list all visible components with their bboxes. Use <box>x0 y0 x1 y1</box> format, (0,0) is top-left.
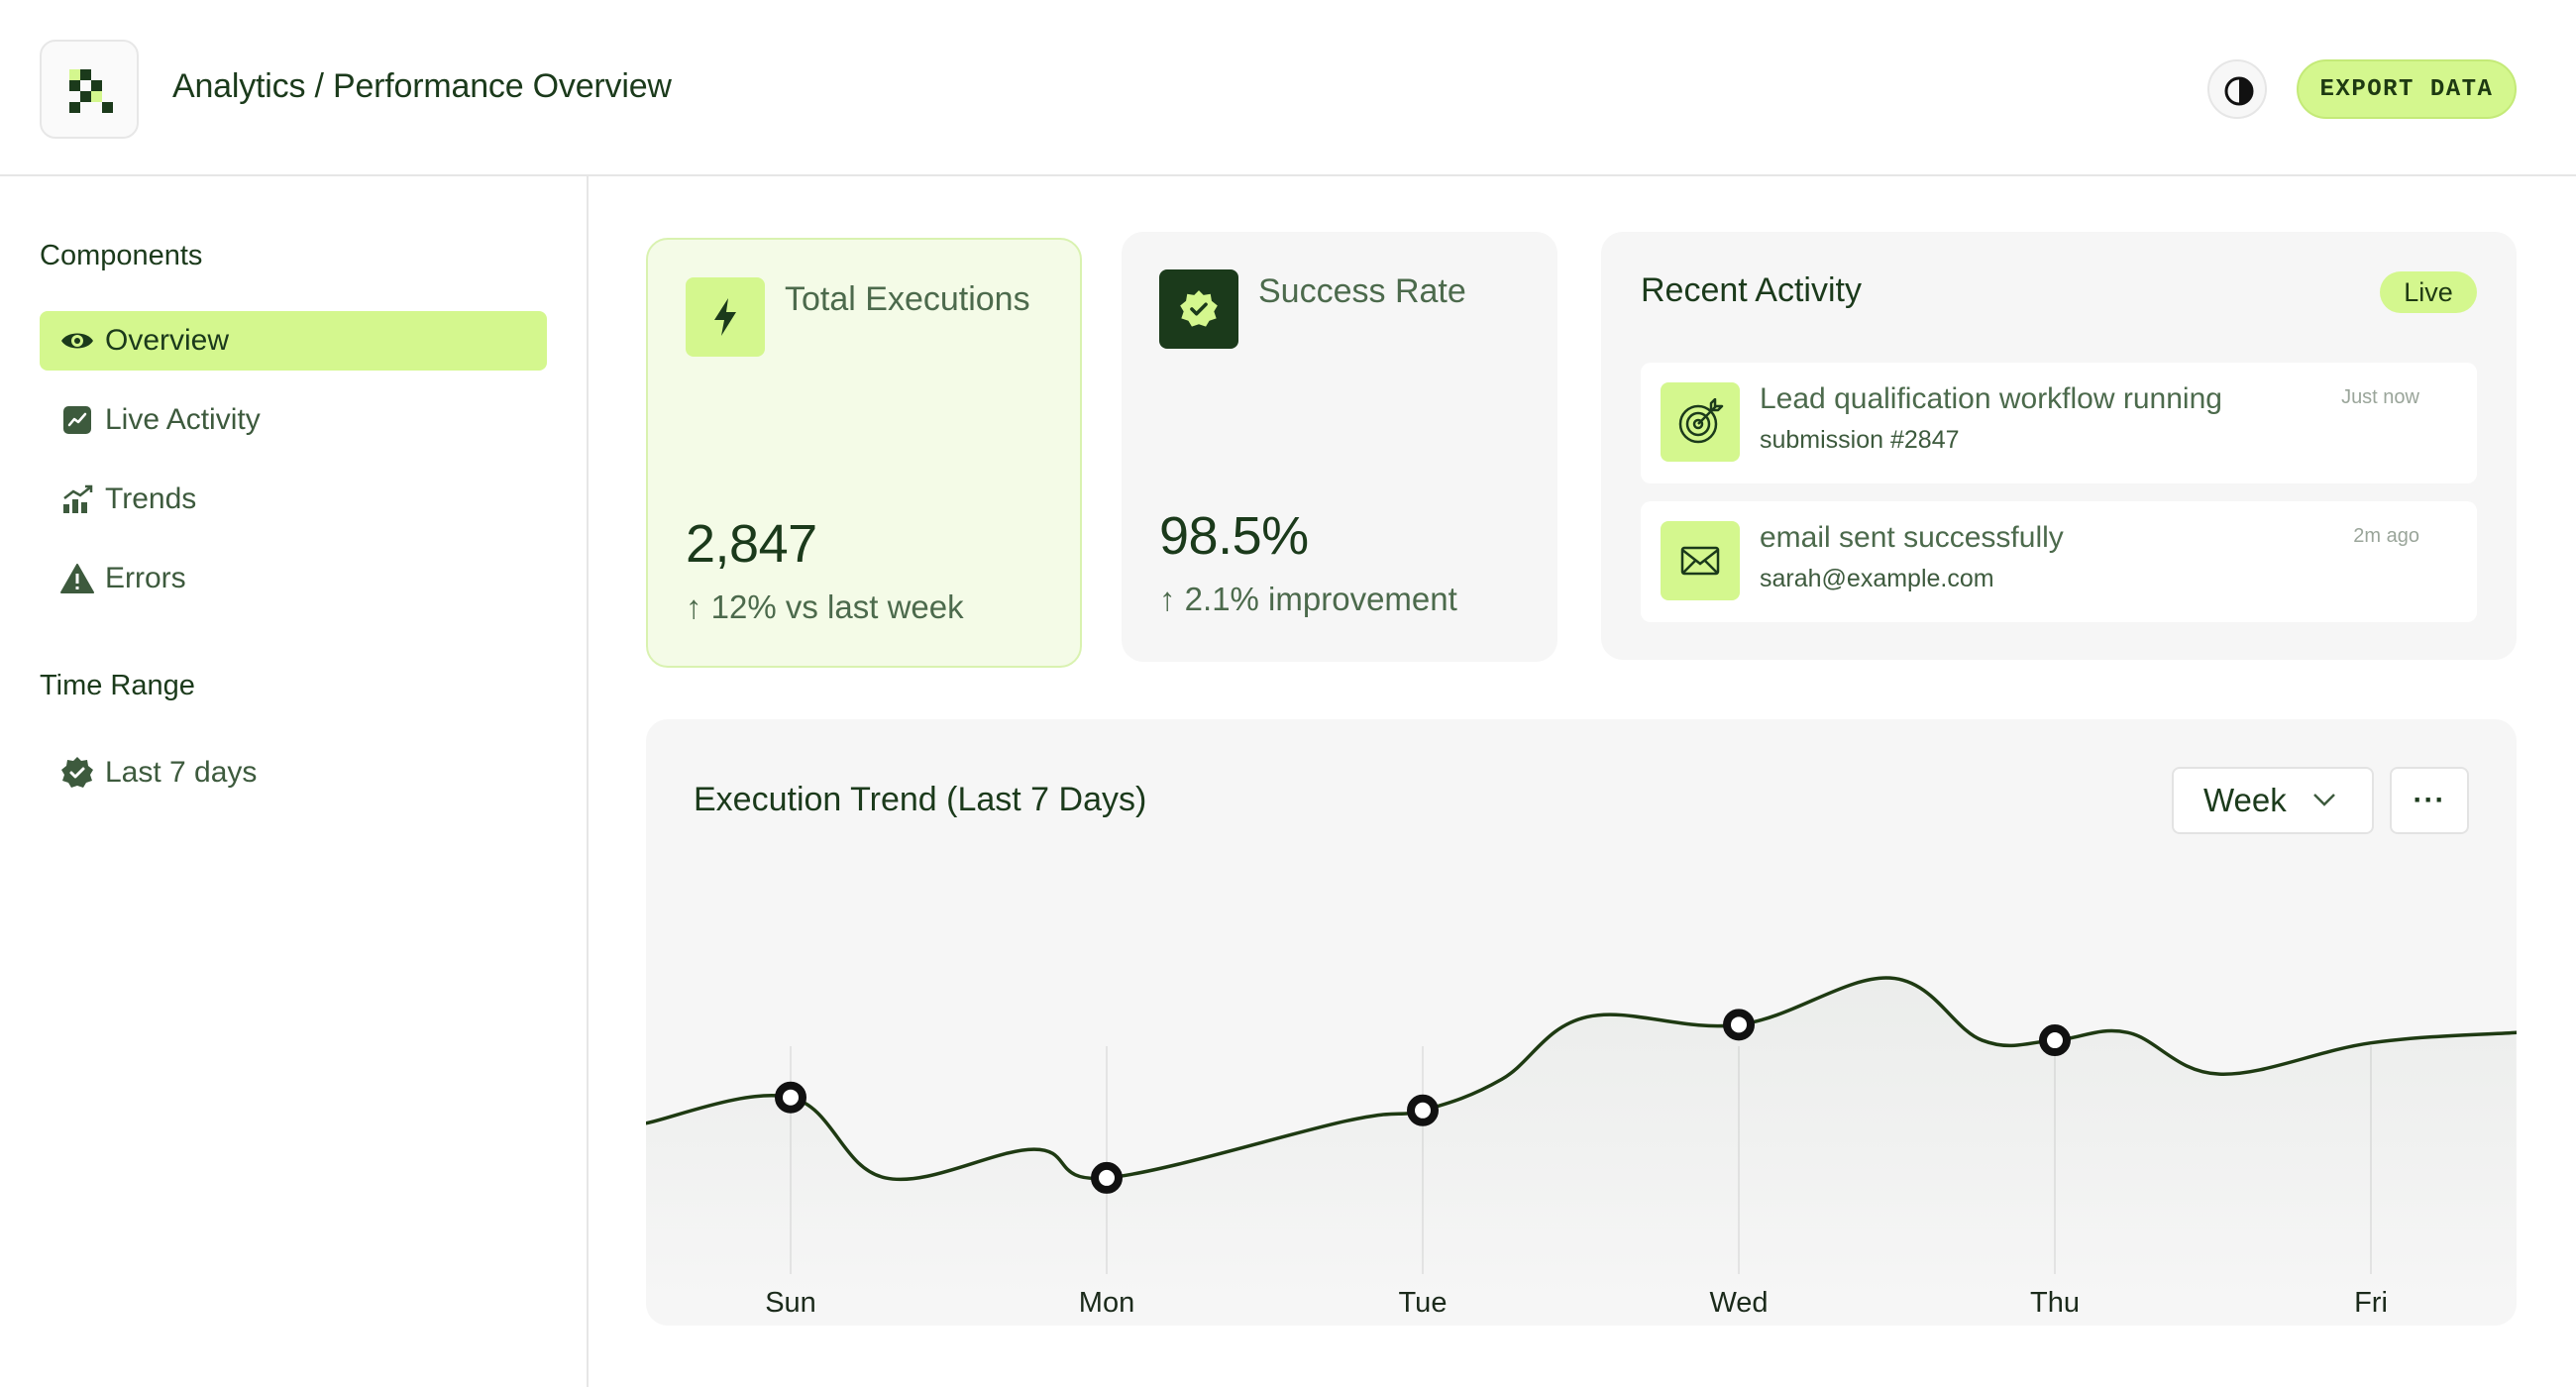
activity-sub-text: sarah@example.com <box>1760 565 1994 592</box>
verified-badge-icon <box>1159 269 1238 349</box>
activity-title: Recent Activity <box>1641 271 1862 309</box>
sidebar-item-overview[interactable]: Overview <box>40 311 547 371</box>
activity-item[interactable]: email sent successfully sarah@example.co… <box>1641 501 2477 622</box>
x-tick-label: Mon <box>1079 1287 1134 1319</box>
components-heading: Components <box>40 240 203 271</box>
more-options-button[interactable]: ··· <box>2390 767 2469 834</box>
sidebar-item-label: Errors <box>105 562 186 594</box>
kpi-label: Success Rate <box>1258 272 1466 310</box>
sidebar-item-label: Trends <box>105 482 197 515</box>
total-executions-card: Total Executions 2,847 ↑ 12% vs last wee… <box>646 238 1082 668</box>
range-select[interactable]: Week <box>2172 767 2374 834</box>
chevron-down-icon <box>2313 794 2335 806</box>
activity-item[interactable]: Lead qualification workflow running subm… <box>1641 363 2477 483</box>
checker-logo-icon[interactable] <box>40 40 139 139</box>
sidebar-item-errors[interactable]: Errors <box>40 549 547 608</box>
time-range-label: Last 7 days <box>105 756 258 789</box>
verified-badge-icon <box>59 755 95 791</box>
data-point[interactable] <box>2039 1024 2071 1057</box>
mail-icon <box>1661 521 1740 600</box>
sidebar-item-label: Live Activity <box>105 403 261 436</box>
page-title: Analytics / Performance Overview <box>172 67 672 105</box>
kpi-change: ↑ 12% vs last week <box>686 588 964 625</box>
warning-icon <box>59 561 95 596</box>
recent-activity-card: Recent Activity Live Lead qualification … <box>1601 232 2517 660</box>
activity-sub-text: submission #2847 <box>1760 426 1960 454</box>
x-tick-label: Sun <box>765 1287 816 1319</box>
activity-main-text: email sent successfully <box>1760 521 2064 554</box>
kpi-value: 98.5% <box>1159 506 1309 566</box>
data-point[interactable] <box>775 1081 806 1114</box>
x-tick-label: Fri <box>2354 1287 2388 1319</box>
kpi-change: ↑ 2.1% improvement <box>1159 581 1457 617</box>
trend-line <box>646 976 2517 1182</box>
kpi-label: Total Executions <box>785 280 1030 318</box>
x-tick-label: Wed <box>1709 1287 1768 1319</box>
sidebar-item-trends[interactable]: Trends <box>40 470 547 529</box>
theme-toggle-button[interactable] <box>2207 59 2267 119</box>
data-point[interactable] <box>1723 1009 1755 1041</box>
eye-icon <box>59 323 95 359</box>
export-data-button[interactable]: EXPORT DATA <box>2297 59 2517 119</box>
range-select-value: Week <box>2203 782 2287 818</box>
time-range-heading: Time Range <box>40 670 195 701</box>
execution-trend-card: Sun Mon Tue Wed Thu Fri Execution Trend (Last… <box>646 719 2517 1326</box>
kpi-value: 2,847 <box>686 514 817 574</box>
data-point[interactable] <box>1407 1094 1439 1126</box>
x-tick-label: Thu <box>2030 1287 2080 1319</box>
sidebar: Components Overview Live Activity <box>0 176 589 1387</box>
activity-timestamp: Just now <box>2341 386 2419 408</box>
contrast-icon <box>2224 76 2254 106</box>
trend-area <box>646 978 2517 1306</box>
target-icon <box>1661 382 1740 462</box>
time-range-last-7-days[interactable]: Last 7 days <box>40 743 547 802</box>
top-header: Analytics / Performance Overview EXPORT … <box>0 0 2576 176</box>
live-badge: Live <box>2380 271 2477 313</box>
x-tick-label: Tue <box>1399 1287 1448 1319</box>
sidebar-item-label: Overview <box>105 324 230 357</box>
lightning-icon <box>686 277 765 357</box>
chart-title: Execution Trend (Last 7 Days) <box>694 781 1147 818</box>
activity-timestamp: 2m ago <box>2353 525 2419 547</box>
data-point[interactable] <box>1091 1161 1123 1194</box>
activity-chart-icon <box>59 402 95 438</box>
execution-trend-chart: Sun Mon Tue Wed Thu Fri <box>646 976 2517 1319</box>
success-rate-card: Success Rate 98.5% ↑ 2.1% improvement <box>1122 232 1557 662</box>
trend-bars-icon <box>59 481 95 517</box>
sidebar-item-live-activity[interactable]: Live Activity <box>40 390 547 450</box>
activity-main-text: Lead qualification workflow running <box>1760 382 2222 415</box>
